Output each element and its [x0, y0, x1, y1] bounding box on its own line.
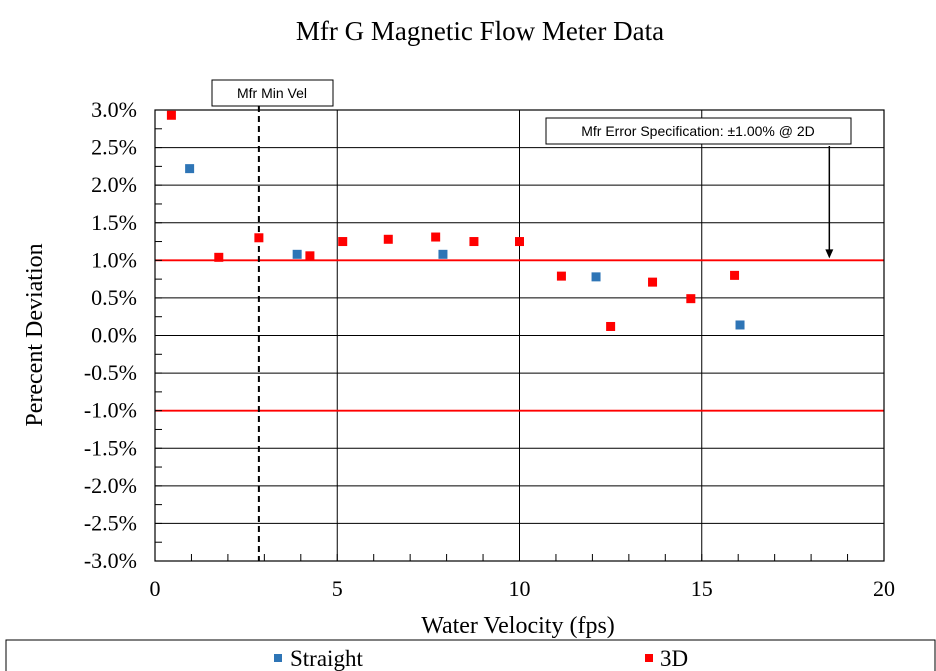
legend: Straight 3D	[5, 639, 936, 671]
plot-border	[154, 109, 885, 562]
point-3d	[606, 321, 616, 331]
point-3d	[469, 237, 479, 247]
point-3d	[686, 294, 696, 304]
error-spec-arrowhead	[825, 249, 834, 259]
point-3d	[730, 270, 740, 280]
y-tick-label: -1.0%	[84, 398, 137, 423]
y-tick-label: 2.5%	[91, 135, 137, 160]
point-3d	[648, 277, 658, 287]
point-3d	[556, 271, 566, 281]
y-tick-label: 0.5%	[91, 285, 137, 310]
y-tick-label: 2.0%	[91, 172, 137, 197]
point-3d	[254, 233, 264, 243]
x-tick-label: 20	[873, 576, 895, 601]
min-velocity-label-box	[211, 79, 334, 107]
y-axis-label: Perecent Deviation	[22, 243, 48, 426]
point-3d	[383, 234, 393, 244]
min-velocity-annotation: Mfr Min Vel	[211, 79, 334, 107]
grid-lines	[154, 109, 885, 562]
y-tick-label: 3.0%	[91, 97, 137, 122]
point-3d	[338, 237, 348, 247]
y-tick-label: -0.5%	[84, 360, 137, 385]
error-spec-annotation: Mfr Error Specification: ±1.00% @ 2D	[545, 117, 852, 259]
legend-marker-straight	[274, 654, 282, 662]
straight-point	[185, 164, 195, 174]
straight-point	[292, 249, 302, 259]
legend-label-3d: 3D	[660, 646, 688, 671]
y-tick-label: -3.0%	[84, 548, 137, 573]
error-spec-label-box	[545, 117, 852, 145]
axes	[154, 109, 885, 562]
legend-box	[5, 639, 936, 671]
legend-label-straight: Straight	[290, 646, 363, 671]
x-tick-label: 15	[691, 576, 713, 601]
y-tick-label: 1.5%	[91, 210, 137, 235]
point-3d	[305, 251, 315, 261]
y-tick-label: -1.5%	[84, 435, 137, 460]
y-tick-label: 0.0%	[91, 323, 137, 348]
legend-marker-3d	[645, 654, 653, 662]
point-3d	[431, 232, 441, 242]
point-3d	[214, 252, 224, 262]
x-tick-label: 0	[150, 576, 161, 601]
point-3d	[515, 237, 524, 247]
point-3d	[166, 110, 176, 120]
x-tick-label: 10	[509, 576, 531, 601]
y-tick-label: 1.0%	[91, 247, 137, 272]
x-axis-label: Water Velocity (fps)	[421, 613, 615, 639]
straight-point	[438, 249, 448, 259]
error-spec-label: Mfr Error Specification: ±1.00% @ 2D	[581, 123, 815, 139]
chart-title: Mfr G Magnetic Flow Meter Data	[296, 16, 664, 46]
data-points	[166, 110, 745, 331]
y-tick-label: -2.5%	[84, 510, 137, 535]
straight-point	[735, 320, 745, 330]
y-tick-labels: 3.0% 2.5% 2.0% 1.5% 1.0% 0.5% 0.0% -0.5% -1.0% -1…	[84, 97, 137, 573]
x-tick-label: 5	[332, 576, 343, 601]
reference-lines	[155, 106, 884, 561]
straight-point	[591, 272, 601, 282]
x-tick-labels: 0 5 10 15 20	[150, 576, 896, 601]
y-tick-label: -2.0%	[84, 473, 137, 498]
min-velocity-label: Mfr Min Vel	[237, 85, 307, 101]
